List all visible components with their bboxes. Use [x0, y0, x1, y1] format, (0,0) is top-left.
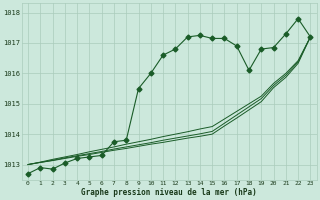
X-axis label: Graphe pression niveau de la mer (hPa): Graphe pression niveau de la mer (hPa) [81, 188, 257, 197]
